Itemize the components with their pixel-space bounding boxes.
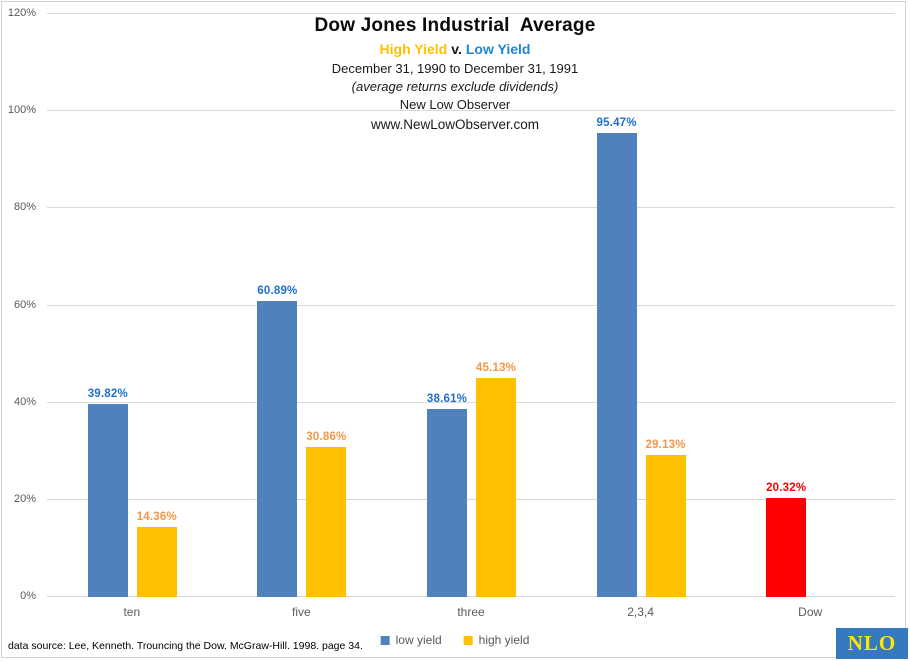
bar-Dow-Dow (766, 498, 807, 597)
plot-area: 0% 20% 40% 60% 80% 100% 120% ten 39.82% 14.36% fiv… (8, 7, 895, 619)
bar-label-three-low yield: 38.61% (426, 393, 468, 406)
bar-ten-low yield (87, 403, 128, 597)
y-axis-tick-0%: 0% (20, 590, 36, 602)
gridline-0% (47, 596, 895, 597)
gridline-80% (47, 207, 895, 209)
bar-five-high yield (306, 447, 347, 597)
bar-2,3,4-high yield (645, 455, 686, 597)
data-source-note: data source: Lee, Kenneth. Trouncing the… (8, 640, 363, 652)
legend-swatch-high-yield (463, 635, 473, 645)
legend-swatch-low-yield (380, 635, 390, 645)
legend-label-high-yield: high yield (478, 633, 530, 647)
y-axis-tick-80%: 80% (13, 201, 36, 214)
y-axis-tick-20%: 20% (13, 492, 36, 505)
chart-org-name: New Low Observer (399, 97, 511, 112)
y-axis-tick-60%: 60% (13, 298, 36, 311)
subtitle-low-yield: Low Yield (465, 41, 531, 57)
gridline-60% (47, 304, 895, 306)
bar-three-high yield (476, 377, 516, 597)
bar-label-five-high yield: 30.86% (306, 431, 347, 444)
x-axis-category-ten: ten (123, 605, 141, 619)
bar-ten-high yield (136, 527, 177, 597)
x-axis-category-five: five (292, 605, 311, 619)
gridline-40% (47, 401, 895, 403)
legend: low yield high yield (380, 633, 530, 647)
x-axis-category-Dow: Dow (798, 605, 823, 619)
chart-date-range: December 31, 1990 to December 31, 1991 (331, 61, 579, 76)
x-axis-category-three: three (457, 605, 485, 619)
bar-label-Dow-Dow: 20.32% (766, 482, 807, 495)
bar-five-low yield (257, 301, 298, 597)
subtitle-vs: v. (451, 41, 462, 57)
bar-label-ten-high yield: 14.36% (136, 511, 177, 524)
gridline-100% (47, 110, 895, 112)
chart-header: Dow Jones Industrial Average High Yield v… (0, 15, 910, 135)
y-axis-tick-100%: 100% (7, 104, 36, 117)
gridline-20% (47, 498, 895, 500)
chart-url: www.NewLowObserver.com (370, 117, 540, 132)
chart-subtitle: High Yield v. Low Yield (0, 41, 910, 57)
bar-label-2,3,4-low yield: 95.47% (596, 117, 637, 130)
bar-label-three-high yield: 45.13% (475, 361, 517, 374)
chart-title: Dow Jones Industrial Average (314, 15, 596, 36)
chart-note: (average returns exclude dividends) (351, 79, 559, 94)
bar-label-ten-low yield: 39.82% (87, 387, 128, 400)
bar-2,3,4-low yield (596, 133, 637, 597)
legend-item-low-yield: low yield (380, 633, 442, 647)
bar-label-2,3,4-high yield: 29.13% (645, 439, 686, 452)
subtitle-high-yield: High Yield (379, 41, 448, 57)
nlo-logo: NLO (836, 628, 908, 659)
bar-three-low yield (427, 409, 467, 597)
gridline-120% (47, 13, 895, 14)
y-axis-tick-120%: 120% (7, 7, 36, 19)
legend-label-low-yield: low yield (395, 633, 442, 647)
x-axis-category-2,3,4: 2,3,4 (627, 605, 654, 619)
y-axis-tick-40%: 40% (13, 395, 36, 408)
nlo-logo-text: NLO (847, 631, 897, 655)
bar-label-five-low yield: 60.89% (257, 285, 298, 298)
legend-item-high-yield: high yield (463, 633, 530, 647)
